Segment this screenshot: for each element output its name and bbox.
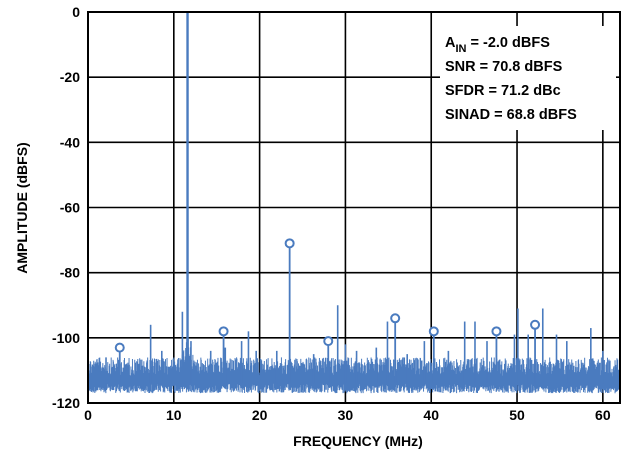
harmonic-markers — [114, 238, 541, 353]
annotation-background — [440, 26, 616, 130]
harmonic-marker — [390, 313, 401, 324]
annotation-box: AIN = -2.0 dBFS SNR = 70.8 dBFS SFDR = 7… — [440, 26, 616, 130]
y-tick-label: -40 — [60, 134, 80, 150]
annotation-sinad: SINAD = 68.8 dBFS — [445, 107, 577, 123]
y-tick-label: -80 — [60, 265, 80, 281]
tick-labels: 0 10 20 30 40 50 60 0 -20 -40 -60 -80 -100 -120 — [52, 4, 611, 423]
harmonic-marker — [218, 326, 229, 337]
annotation-ain: AIN = -2.0 dBFS — [445, 35, 550, 55]
annotation-snr: SNR = 70.8 dBFS — [445, 59, 563, 75]
y-tick-label: -60 — [60, 200, 80, 216]
x-tick-label: 20 — [252, 407, 268, 423]
y-tick-label: -20 — [60, 69, 80, 85]
x-tick-label: 10 — [166, 407, 182, 423]
y-tick-label: -100 — [52, 330, 80, 346]
harmonic-marker — [323, 336, 334, 347]
y-axis-label: AMPLITUDE (dBFS) — [14, 142, 30, 273]
harmonic-marker — [530, 319, 541, 330]
x-tick-label: 40 — [423, 407, 439, 423]
harmonic-marker — [284, 238, 295, 249]
x-tick-label: 60 — [595, 407, 611, 423]
x-axis-label: FREQUENCY (MHz) — [293, 433, 423, 449]
x-tick-label: 30 — [338, 407, 354, 423]
noise-floor — [87, 331, 621, 394]
plot-frame — [87, 11, 621, 404]
annotation-sfdr: SFDR = 71.2 dBc — [445, 83, 561, 99]
harmonic-marker — [491, 326, 502, 337]
y-tick-label: -120 — [52, 395, 80, 411]
y-tick-label: 0 — [72, 4, 80, 20]
harmonic-marker — [114, 342, 125, 353]
x-tick-label: 0 — [84, 407, 92, 423]
x-tick-label: 50 — [509, 407, 525, 423]
harmonic-marker — [428, 326, 439, 337]
